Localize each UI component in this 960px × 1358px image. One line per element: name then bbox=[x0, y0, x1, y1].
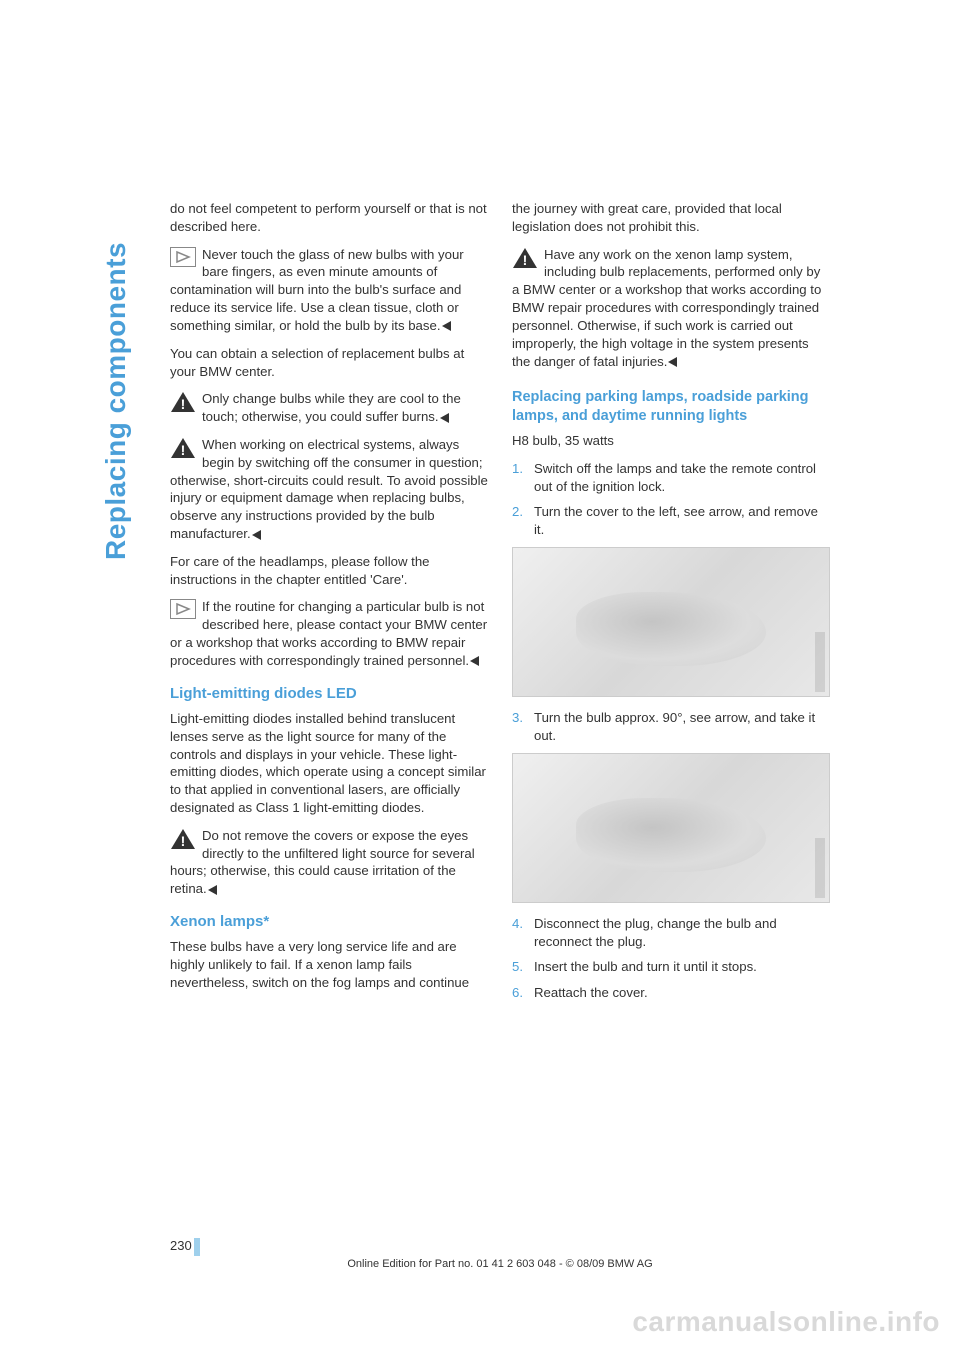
warning-text: Have any work on the xenon lamp system, … bbox=[512, 247, 821, 369]
heading-xenon: Xenon lamps* bbox=[170, 912, 488, 932]
note-text: If the routine for changing a particular… bbox=[170, 599, 487, 667]
step-number: 4. bbox=[512, 915, 523, 933]
diagram-cover-removal bbox=[512, 547, 830, 697]
steps-list: 3. Turn the bulb approx. 90°, see arrow, … bbox=[512, 709, 830, 745]
step-text: Turn the bulb approx. 90°, see arrow, an… bbox=[534, 710, 815, 743]
step-text: Disconnect the plug, change the bulb and… bbox=[534, 916, 777, 949]
steps-list: 1. Switch off the lamps and take the remo… bbox=[512, 460, 830, 539]
steps-list: 4. Disconnect the plug, change the bulb a… bbox=[512, 915, 830, 1002]
note-text: Never touch the glass of new bulbs with … bbox=[170, 247, 464, 333]
warning-text: Only change bulbs while they are cool to… bbox=[202, 391, 461, 424]
footer-line: Online Edition for Part no. 01 41 2 603 … bbox=[170, 1258, 830, 1270]
bulb-spec: H8 bulb, 35 watts bbox=[512, 432, 830, 450]
warning-block: ! Only change bulbs while they are cool … bbox=[170, 390, 488, 426]
warning-block: ! Do not remove the covers or expose the… bbox=[170, 827, 488, 898]
step-item: 6. Reattach the cover. bbox=[512, 984, 830, 1002]
end-mark-icon bbox=[442, 321, 451, 331]
warning-icon: ! bbox=[170, 828, 196, 850]
body-text: For care of the headlamps, please follow… bbox=[170, 553, 488, 589]
svg-text:!: ! bbox=[181, 396, 186, 412]
diagram-bulb-turn bbox=[512, 753, 830, 903]
heading-parking-lamps: Replacing parking lamps, roadside parkin… bbox=[512, 388, 830, 426]
body-text: Light-emitting diodes installed behind t… bbox=[170, 710, 488, 817]
page-footer: 230 Online Edition for Part no. 01 41 2 … bbox=[170, 1238, 830, 1270]
note-icon bbox=[170, 599, 196, 619]
step-item: 5. Insert the bulb and turn it until it s… bbox=[512, 958, 830, 976]
step-text: Turn the cover to the left, see arrow, a… bbox=[534, 504, 818, 537]
body-text: You can obtain a selection of replacemen… bbox=[170, 345, 488, 381]
warning-text: When working on electrical systems, alwa… bbox=[170, 437, 488, 541]
step-number: 5. bbox=[512, 958, 523, 976]
warning-block: ! When working on electrical systems, al… bbox=[170, 436, 488, 543]
step-number: 3. bbox=[512, 709, 523, 727]
end-mark-icon bbox=[252, 530, 261, 540]
step-number: 1. bbox=[512, 460, 523, 478]
step-text: Reattach the cover. bbox=[534, 985, 648, 1000]
side-section-title: Replacing components bbox=[100, 242, 132, 560]
end-mark-icon bbox=[208, 885, 217, 895]
body-text: do not feel competent to perform yoursel… bbox=[170, 200, 488, 236]
page-number-bar bbox=[194, 1238, 200, 1256]
end-mark-icon bbox=[440, 413, 449, 423]
svg-text:!: ! bbox=[181, 442, 186, 458]
end-mark-icon bbox=[668, 357, 677, 367]
step-number: 2. bbox=[512, 503, 523, 521]
step-item: 4. Disconnect the plug, change the bulb a… bbox=[512, 915, 830, 951]
warning-icon: ! bbox=[170, 437, 196, 459]
body-text: the journey with great care, provided th… bbox=[512, 200, 830, 236]
step-item: 2. Turn the cover to the left, see arrow,… bbox=[512, 503, 830, 539]
warning-icon: ! bbox=[170, 391, 196, 413]
step-number: 6. bbox=[512, 984, 523, 1002]
note-block: If the routine for changing a particular… bbox=[170, 598, 488, 669]
two-column-layout: do not feel competent to perform yoursel… bbox=[170, 200, 830, 1010]
svg-text:!: ! bbox=[523, 252, 528, 268]
warning-block: ! Have any work on the xenon lamp system… bbox=[512, 246, 830, 371]
step-text: Insert the bulb and turn it until it sto… bbox=[534, 959, 757, 974]
body-text: These bulbs have a very long service lif… bbox=[170, 938, 488, 991]
page-content: do not feel competent to perform yoursel… bbox=[170, 200, 830, 1010]
page-number: 230 bbox=[170, 1238, 192, 1253]
heading-led: Light-emitting diodes LED bbox=[170, 684, 488, 704]
right-column: the journey with great care, provided th… bbox=[512, 200, 830, 1010]
note-icon bbox=[170, 247, 196, 267]
left-column: do not feel competent to perform yoursel… bbox=[170, 200, 488, 1010]
end-mark-icon bbox=[470, 656, 479, 666]
watermark-text: carmanualsonline.info bbox=[632, 1306, 940, 1338]
warning-icon: ! bbox=[512, 247, 538, 269]
step-text: Switch off the lamps and take the remote… bbox=[534, 461, 816, 494]
svg-text:!: ! bbox=[181, 833, 186, 849]
step-item: 3. Turn the bulb approx. 90°, see arrow, … bbox=[512, 709, 830, 745]
step-item: 1. Switch off the lamps and take the remo… bbox=[512, 460, 830, 496]
note-block: Never touch the glass of new bulbs with … bbox=[170, 246, 488, 335]
